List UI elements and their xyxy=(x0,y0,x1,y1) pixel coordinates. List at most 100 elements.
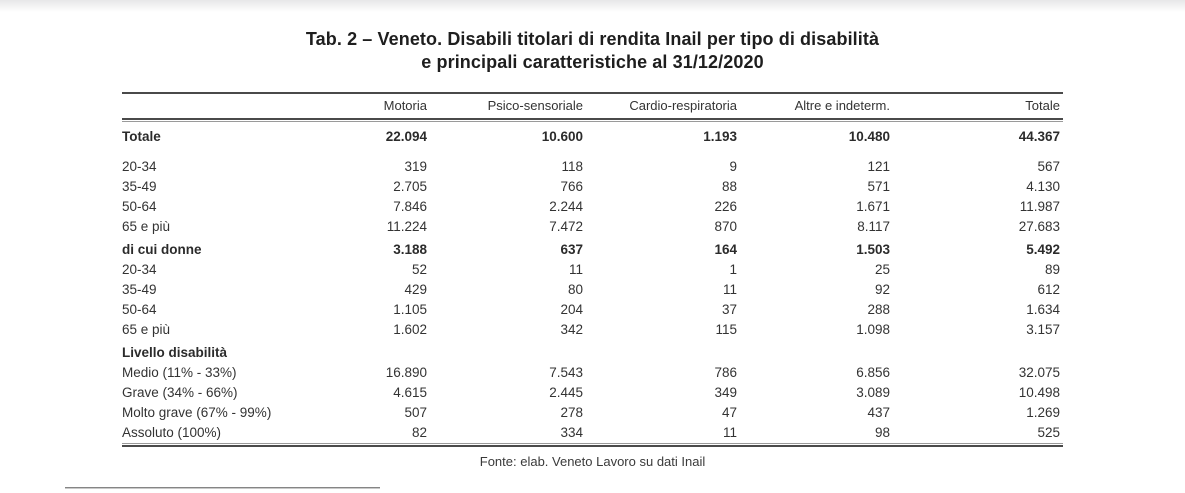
table-section-totale: Totale 22.094 10.600 1.193 10.480 44.367 xyxy=(122,122,1063,154)
table-row: Molto grave (67% - 99%) 507 278 47 437 1.269 xyxy=(122,403,1063,423)
cell: 278 xyxy=(560,405,583,420)
cell: 319 xyxy=(404,159,427,174)
cell: 52 xyxy=(411,262,427,277)
cell: 16.890 xyxy=(385,365,427,380)
cell: 204 xyxy=(560,302,583,317)
cell: 1.269 xyxy=(1026,405,1060,420)
row-label: Totale xyxy=(122,129,161,144)
cell: 11.224 xyxy=(386,219,427,234)
cell: 118 xyxy=(561,159,583,174)
cell: 115 xyxy=(715,322,737,337)
cell: 32.075 xyxy=(1018,365,1060,380)
row-label: 20-34 xyxy=(122,159,157,174)
cell: 10.498 xyxy=(1018,385,1060,400)
cell: 47 xyxy=(721,405,737,420)
table-row: 35-49 2.705 766 88 571 4.130 xyxy=(122,177,1063,197)
row-label: Grave (34% - 66%) xyxy=(122,385,238,400)
cell: 92 xyxy=(874,282,890,297)
row-label: 65 e più xyxy=(122,322,171,337)
cell: 1.193 xyxy=(703,129,737,144)
cell: 7.846 xyxy=(393,199,427,214)
cell: 10.600 xyxy=(541,129,583,144)
table-row: 35-49 429 80 11 92 612 xyxy=(122,280,1063,300)
cell: 766 xyxy=(560,179,583,194)
table-row: 65 e più 1.602 342 115 1.098 3.157 xyxy=(122,320,1063,340)
cell: 5.492 xyxy=(1026,242,1060,257)
cell: 429 xyxy=(404,282,427,297)
cell: 22.094 xyxy=(385,129,427,144)
row-label: Medio (11% - 33%) xyxy=(122,365,237,380)
row-label: di cui donne xyxy=(122,242,202,257)
row-label: 65 e più xyxy=(122,219,171,234)
column-header-cardio-respiratoria: Cardio-respiratoria xyxy=(629,98,737,113)
cell: 44.367 xyxy=(1018,129,1060,144)
row-label: 35-49 xyxy=(122,179,157,194)
cell: 2.705 xyxy=(393,179,427,194)
table-row: Grave (34% - 66%) 4.615 2.445 349 3.089 10.49… xyxy=(122,383,1063,403)
table-row: 50-64 1.105 204 37 288 1.634 xyxy=(122,300,1063,320)
table-title-line2: e principali caratteristiche al 31/12/20… xyxy=(421,52,764,72)
cell: 37 xyxy=(721,302,737,317)
cell xyxy=(890,343,1063,363)
cell: 4.130 xyxy=(1026,179,1060,194)
cell: 9 xyxy=(729,159,737,174)
cell: 164 xyxy=(714,242,737,257)
source-note: Fonte: elab. Veneto Lavoro su dati Inail xyxy=(479,454,706,469)
column-header-totale: Totale xyxy=(1025,98,1060,113)
cell: 1.602 xyxy=(393,322,427,337)
table-row: 20-34 319 118 9 121 567 xyxy=(122,157,1063,177)
row-label: 50-64 xyxy=(122,302,157,317)
cell: 11 xyxy=(722,282,737,297)
cell: 334 xyxy=(560,425,583,440)
cell xyxy=(427,343,583,363)
cell: 342 xyxy=(560,322,583,337)
cell: 1.098 xyxy=(856,322,890,337)
row-label: Assoluto (100%) xyxy=(122,425,222,440)
table-row: Medio (11% - 33%) 16.890 7.543 786 6.856 32.0… xyxy=(122,363,1063,383)
cell: 4.615 xyxy=(393,385,427,400)
cell xyxy=(737,343,890,363)
cell: 8.117 xyxy=(857,219,890,234)
cell: 567 xyxy=(1037,159,1060,174)
cell: 1.634 xyxy=(1026,302,1060,317)
table-row: 65 e più 11.224 7.472 870 8.117 27.683 xyxy=(122,217,1063,237)
cell: 82 xyxy=(411,425,427,440)
cell: 6.856 xyxy=(856,365,890,380)
cell: 226 xyxy=(714,199,737,214)
cell: 612 xyxy=(1037,282,1060,297)
column-header-altre-e-indeterm: Altre e indeterm. xyxy=(794,98,890,113)
column-header-motoria: Motoria xyxy=(383,98,427,113)
cell: 349 xyxy=(714,385,737,400)
row-label: 20-34 xyxy=(122,262,157,277)
table-row: Livello disabilità xyxy=(122,343,1063,363)
cell: 11.987 xyxy=(1019,199,1060,214)
table-row: 20-34 52 11 1 25 89 xyxy=(122,260,1063,280)
table-section-livello: Livello disabilità Medio (11% - 33%) 16.89… xyxy=(122,343,1063,443)
page-top-fade xyxy=(0,0,1185,12)
table-row: di cui donne 3.188 637 164 1.503 5.492 xyxy=(122,240,1063,260)
cell: 27.683 xyxy=(1018,219,1060,234)
table-top-rule xyxy=(122,92,1063,94)
table-row: Assoluto (100%) 82 334 11 98 525 xyxy=(122,423,1063,443)
table-bottom-rule xyxy=(122,443,1063,447)
table-header-row: Motoria Psico-sensoriale Cardio-respirat… xyxy=(122,94,1063,118)
row-label: Livello disabilità xyxy=(122,345,228,360)
cell: 2.244 xyxy=(549,199,583,214)
cell: 3.157 xyxy=(1026,322,1060,337)
header-empty-cell xyxy=(122,96,307,115)
document-table: Tab. 2 – Veneto. Disabili titolari di re… xyxy=(122,0,1063,471)
cell: 3.188 xyxy=(393,242,427,257)
cell: 7.543 xyxy=(549,365,583,380)
cell xyxy=(583,343,737,363)
cell: 88 xyxy=(721,179,737,194)
cell: 1 xyxy=(729,262,737,277)
cell: 1.671 xyxy=(856,199,890,214)
cell: 437 xyxy=(867,405,890,420)
cell: 89 xyxy=(1044,262,1060,277)
table-title: Tab. 2 – Veneto. Disabili titolari di re… xyxy=(122,0,1063,74)
table-section-eta: 20-34 319 118 9 121 567 35-49 2.705 766 88 571 4.13… xyxy=(122,157,1063,237)
cell: 525 xyxy=(1037,425,1060,440)
cell: 1.503 xyxy=(856,242,890,257)
cell: 288 xyxy=(867,302,890,317)
table-section-donne: di cui donne 3.188 637 164 1.503 5.492 20-34 52… xyxy=(122,240,1063,340)
